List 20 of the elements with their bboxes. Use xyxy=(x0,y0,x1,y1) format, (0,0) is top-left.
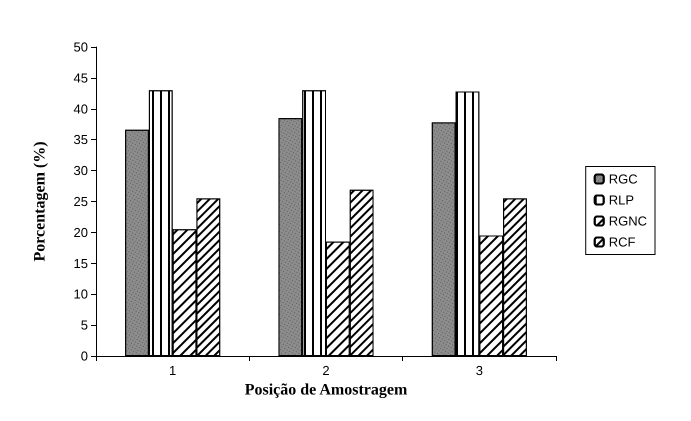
x-tick-label: 1 xyxy=(169,363,176,378)
legend-label: RCF xyxy=(608,234,636,250)
x-axis-title: Posição de Amostragem xyxy=(244,381,408,398)
y-tick-label: 5 xyxy=(80,318,88,333)
y-tick-label: 0 xyxy=(80,348,88,364)
y-tick-label: 10 xyxy=(74,286,88,302)
legend-label: RLP xyxy=(608,192,634,208)
y-tick-label: 35 xyxy=(74,132,88,148)
y-tick-label: 25 xyxy=(74,194,88,209)
y-tick-label: 50 xyxy=(74,40,88,54)
y-tick-label: 15 xyxy=(74,256,88,271)
legend-label: RGNC xyxy=(608,214,648,228)
y-tick-label: 45 xyxy=(74,70,88,86)
y-tick-label: 40 xyxy=(74,101,88,116)
legend-label: RGC xyxy=(608,172,638,186)
y-axis-title: Porcentagem (%) xyxy=(32,141,48,262)
x-tick-label: 2 xyxy=(322,363,330,378)
y-tick-label: 20 xyxy=(74,224,88,240)
y-tick-label: 30 xyxy=(74,163,88,178)
x-tick-label: 3 xyxy=(476,363,483,378)
